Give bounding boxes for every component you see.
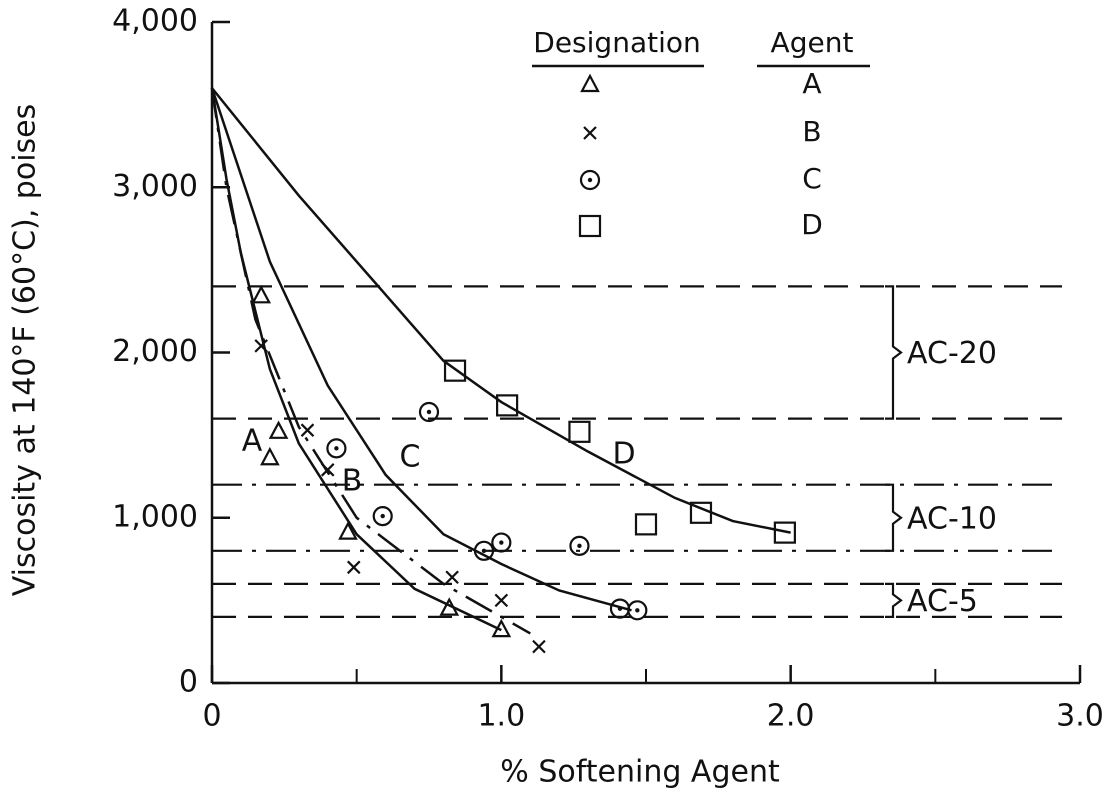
marker-dot — [334, 446, 339, 451]
marker-ring — [491, 532, 512, 553]
y-tick-label: 1,000 — [112, 499, 198, 534]
x-tick-label: 1.0 — [477, 699, 525, 734]
band-bracket — [885, 483, 903, 552]
legend-header: Designation — [533, 26, 700, 59]
marker-dot — [617, 606, 623, 611]
y-tick-label: 4,000 — [112, 4, 198, 39]
x-axis-label: % Softening Agent — [500, 755, 780, 790]
marker — [579, 169, 601, 191]
fit-curve — [210, 87, 502, 632]
marker — [418, 401, 440, 423]
marker-ring — [579, 169, 601, 191]
curve-label: A — [242, 424, 263, 459]
marker — [491, 532, 512, 553]
marker-dot — [587, 177, 593, 183]
marker — [569, 535, 590, 556]
curve-label: C — [400, 440, 421, 475]
band-bracket — [885, 285, 903, 420]
marker-dot — [426, 409, 432, 415]
marker — [627, 600, 648, 621]
marker-ring — [372, 505, 393, 527]
marker-ring — [418, 401, 440, 423]
y-tick-label: 2,000 — [112, 334, 198, 369]
marker-ring — [473, 540, 495, 561]
marker — [268, 420, 289, 439]
x-tick-label: 3.0 — [1056, 699, 1104, 734]
marker — [473, 540, 495, 561]
marker — [491, 618, 512, 638]
legend-label: A — [802, 67, 821, 100]
band-bracket — [885, 582, 903, 618]
marker — [583, 126, 597, 140]
marker — [494, 593, 509, 608]
marker — [634, 513, 658, 536]
y-axis-label: Viscosity at 140°F (60°C), poises — [8, 104, 43, 596]
marker — [326, 438, 347, 459]
marker — [773, 521, 796, 544]
marker — [320, 463, 335, 477]
x-tick-label: 2.0 — [767, 699, 815, 734]
legend-label: C — [802, 162, 822, 195]
y-tick-label: 3,000 — [112, 169, 198, 204]
marker — [260, 446, 280, 466]
fit-curve — [210, 87, 531, 635]
marker-dot — [499, 540, 504, 545]
marker — [689, 501, 713, 524]
x-tick-label: 0 — [202, 699, 221, 734]
marker — [496, 394, 519, 417]
marker — [338, 521, 358, 540]
marker — [251, 284, 272, 304]
marker — [580, 73, 600, 93]
curve-label: B — [342, 464, 363, 499]
marker-ring — [627, 600, 648, 621]
fit-curve — [211, 87, 791, 534]
band-label: AC-10 — [907, 501, 997, 536]
marker — [439, 597, 460, 616]
legend-label: D — [801, 208, 823, 241]
legend-label: B — [802, 115, 821, 148]
legend-header: Agent — [771, 26, 854, 59]
curve-label: D — [612, 437, 635, 472]
marker — [532, 639, 546, 654]
marker — [568, 420, 591, 443]
marker — [372, 505, 393, 527]
marker-ring — [326, 438, 347, 459]
band-label: AC-5 — [907, 584, 978, 619]
marker — [443, 359, 467, 382]
marker — [578, 214, 602, 238]
marker — [445, 570, 459, 585]
marker-dot — [481, 548, 487, 553]
y-tick-label: 0 — [179, 665, 198, 700]
marker-ring — [569, 535, 590, 556]
marker-dot — [380, 513, 385, 519]
fit-curve — [210, 87, 632, 612]
band-label: AC-20 — [907, 336, 997, 371]
marker — [254, 339, 268, 353]
marker-dot — [635, 608, 640, 613]
marker-dot — [577, 543, 582, 549]
marker — [300, 423, 315, 437]
marker — [346, 560, 361, 575]
